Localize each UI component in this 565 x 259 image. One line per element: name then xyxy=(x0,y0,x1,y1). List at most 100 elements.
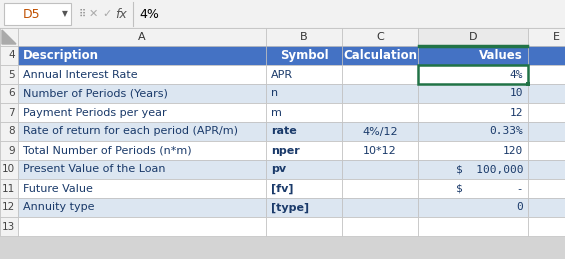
Bar xyxy=(18,179,266,198)
Bar xyxy=(342,46,418,65)
Text: E: E xyxy=(553,32,560,42)
Text: 4: 4 xyxy=(8,51,15,61)
Text: D5: D5 xyxy=(23,8,40,20)
Bar xyxy=(4,3,71,25)
Text: $  100,000: $ 100,000 xyxy=(455,164,523,175)
Text: 9: 9 xyxy=(8,146,15,155)
Bar xyxy=(525,82,529,85)
Text: Calculation: Calculation xyxy=(343,49,417,62)
Text: Number of Periods (Years): Number of Periods (Years) xyxy=(23,89,168,98)
Text: 0.33%: 0.33% xyxy=(489,126,523,136)
Text: 4%: 4% xyxy=(139,8,159,20)
Text: 6: 6 xyxy=(8,89,15,98)
Bar xyxy=(0,141,18,160)
Bar xyxy=(266,84,342,103)
Bar xyxy=(528,198,565,217)
Bar xyxy=(528,84,565,103)
Bar xyxy=(266,141,342,160)
Bar xyxy=(0,28,18,46)
Text: 10: 10 xyxy=(510,89,523,98)
Bar xyxy=(342,179,418,198)
Bar xyxy=(0,103,18,122)
Bar xyxy=(266,28,342,46)
Bar xyxy=(18,84,266,103)
Bar xyxy=(418,46,528,65)
Bar xyxy=(0,46,18,65)
Polygon shape xyxy=(2,30,16,44)
Text: $        -: $ - xyxy=(455,183,523,193)
Bar xyxy=(418,84,528,103)
Bar xyxy=(528,179,565,198)
Text: [fv]: [fv] xyxy=(271,183,293,194)
Bar xyxy=(528,141,565,160)
Bar xyxy=(18,141,266,160)
Text: 0: 0 xyxy=(516,203,523,212)
Bar xyxy=(418,103,528,122)
Bar xyxy=(0,198,18,217)
Bar xyxy=(18,28,266,46)
Bar xyxy=(528,122,565,141)
Text: Description: Description xyxy=(23,49,99,62)
Bar xyxy=(266,65,342,84)
Bar xyxy=(418,179,528,198)
Bar xyxy=(418,217,528,236)
Text: 12: 12 xyxy=(510,107,523,118)
Bar xyxy=(418,65,528,84)
Text: Annual Interest Rate: Annual Interest Rate xyxy=(23,69,138,80)
Bar xyxy=(0,122,18,141)
Bar xyxy=(342,65,418,84)
Text: 7: 7 xyxy=(8,107,15,118)
Text: Present Value of the Loan: Present Value of the Loan xyxy=(23,164,166,175)
Text: 4%/12: 4%/12 xyxy=(362,126,398,136)
Bar xyxy=(342,103,418,122)
Text: ✓: ✓ xyxy=(102,9,112,19)
Text: Rate of return for each period (APR/m): Rate of return for each period (APR/m) xyxy=(23,126,238,136)
Bar xyxy=(418,198,528,217)
Bar xyxy=(528,65,565,84)
Text: ✕: ✕ xyxy=(88,9,98,19)
Text: n: n xyxy=(271,89,278,98)
Bar xyxy=(18,122,266,141)
Text: m: m xyxy=(271,107,282,118)
Bar xyxy=(342,141,418,160)
Text: 10: 10 xyxy=(2,164,15,175)
Bar xyxy=(266,179,342,198)
Text: 13: 13 xyxy=(2,221,15,232)
Text: 10*12: 10*12 xyxy=(363,146,397,155)
Text: 4%: 4% xyxy=(510,69,523,80)
Bar xyxy=(418,160,528,179)
Text: A: A xyxy=(138,32,146,42)
Bar xyxy=(266,217,342,236)
Bar xyxy=(528,160,565,179)
Text: 12: 12 xyxy=(2,203,15,212)
Bar xyxy=(266,103,342,122)
Bar xyxy=(0,160,18,179)
Bar xyxy=(418,141,528,160)
Text: 5: 5 xyxy=(8,69,15,80)
Bar xyxy=(0,84,18,103)
Bar xyxy=(528,28,565,46)
Bar xyxy=(528,103,565,122)
Text: rate: rate xyxy=(271,126,297,136)
Bar xyxy=(18,198,266,217)
Text: Future Value: Future Value xyxy=(23,183,93,193)
Text: C: C xyxy=(376,32,384,42)
Bar xyxy=(528,217,565,236)
Bar xyxy=(18,160,266,179)
Bar xyxy=(0,217,18,236)
Bar xyxy=(266,198,342,217)
Text: nper: nper xyxy=(271,146,300,155)
Bar xyxy=(266,46,342,65)
Text: Total Number of Periods (n*m): Total Number of Periods (n*m) xyxy=(23,146,192,155)
Bar xyxy=(266,122,342,141)
Text: 11: 11 xyxy=(2,183,15,193)
Bar xyxy=(528,46,565,65)
Text: pv: pv xyxy=(271,164,286,175)
Bar xyxy=(0,0,565,28)
Bar xyxy=(418,28,528,46)
Text: Annuity type: Annuity type xyxy=(23,203,94,212)
Bar xyxy=(342,198,418,217)
Bar xyxy=(342,84,418,103)
Bar xyxy=(18,65,266,84)
Text: ▼: ▼ xyxy=(62,10,68,18)
